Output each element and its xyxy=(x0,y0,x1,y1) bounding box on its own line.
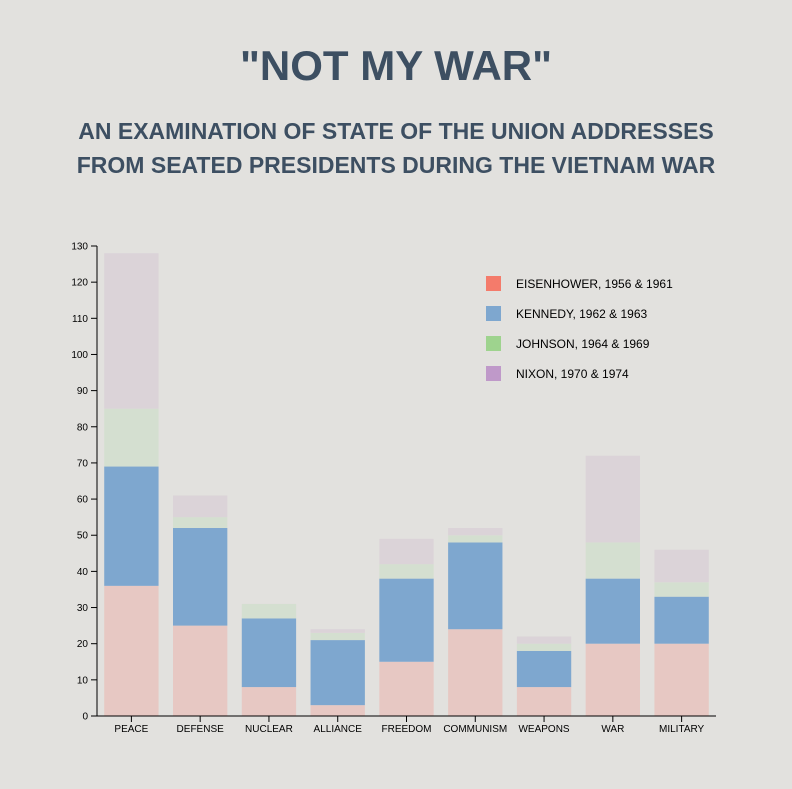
legend-swatch-0 xyxy=(486,276,501,291)
x-tick-label-communism: COMMUNISM xyxy=(443,724,507,735)
subtitle-line-1: AN EXAMINATION OF STATE OF THE UNION ADD… xyxy=(78,118,714,144)
bar-war-series-2 xyxy=(585,542,641,579)
bar-weapons-series-1 xyxy=(516,650,572,688)
bar-freedom-series-0 xyxy=(379,661,434,716)
bar-nuclear-series-0 xyxy=(241,687,297,716)
bar-defense-series-1 xyxy=(172,528,228,626)
y-tick-label: 0 xyxy=(82,712,88,723)
y-tick-label: 40 xyxy=(77,567,89,578)
bar-alliance-series-3 xyxy=(310,629,365,633)
y-tick-label: 20 xyxy=(77,639,89,650)
bar-communism-series-2 xyxy=(448,535,503,543)
bar-alliance-series-1 xyxy=(310,640,365,706)
bars-group xyxy=(104,253,709,716)
subtitle-line-2: FROM SEATED PRESIDENTS DURING THE VIETNA… xyxy=(76,152,716,178)
x-tick-label-alliance: ALLIANCE xyxy=(314,724,363,735)
x-tick-label-defense: DEFENSE xyxy=(177,724,225,735)
bar-freedom-series-1 xyxy=(379,578,434,662)
bar-weapons-series-3 xyxy=(516,636,572,644)
page-subtitle: AN EXAMINATION OF STATE OF THE UNION ADD… xyxy=(0,114,792,182)
bar-peace-series-3 xyxy=(104,253,159,409)
bar-nuclear-series-1 xyxy=(241,618,297,688)
bar-defense-series-0 xyxy=(172,625,228,716)
bar-war-series-1 xyxy=(585,578,641,644)
y-tick-label: 90 xyxy=(77,386,89,397)
bar-defense-series-2 xyxy=(172,517,228,528)
legend-label-2: JOHNSON, 1964 & 1969 xyxy=(516,337,650,351)
bar-weapons-series-2 xyxy=(516,643,572,651)
bar-communism-series-1 xyxy=(448,542,503,630)
bar-freedom-series-2 xyxy=(379,564,434,579)
bar-military-series-2 xyxy=(654,582,709,597)
bar-peace-series-0 xyxy=(104,585,159,716)
y-axis: 0 10 20 30 40 50 60 70 80 90 100 110 120 130 xyxy=(71,242,98,723)
legend-label-3: NIXON, 1970 & 1974 xyxy=(516,367,629,381)
legend-swatch-3 xyxy=(486,366,501,381)
legend: EISENHOWER, 1956 & 1961 KENNEDY, 1962 & 1… xyxy=(486,276,673,381)
bar-war-series-0 xyxy=(585,643,641,716)
bar-communism-series-0 xyxy=(448,629,503,716)
y-tick-label: 130 xyxy=(71,242,88,253)
legend-swatch-2 xyxy=(486,336,501,351)
x-tick-label-nuclear: NUCLEAR xyxy=(245,724,293,735)
bar-communism-series-3 xyxy=(448,528,503,536)
x-tick-label-war: WAR xyxy=(601,724,624,735)
bar-weapons-series-0 xyxy=(516,687,572,716)
bar-war-series-3 xyxy=(585,455,641,543)
bar-peace-series-1 xyxy=(104,466,159,586)
y-tick-label: 110 xyxy=(72,314,88,325)
y-tick-label: 10 xyxy=(77,675,89,686)
legend-swatch-1 xyxy=(486,306,501,321)
bar-defense-series-3 xyxy=(172,495,228,518)
y-tick-label: 120 xyxy=(71,278,88,289)
legend-label-1: KENNEDY, 1962 & 1963 xyxy=(516,307,648,321)
x-tick-label-weapons: WEAPONS xyxy=(518,724,569,735)
bar-nuclear-series-2 xyxy=(241,603,297,619)
bar-military-series-0 xyxy=(654,643,709,716)
y-tick-label: 100 xyxy=(71,350,88,361)
bar-military-series-1 xyxy=(654,596,709,644)
y-tick-label: 30 xyxy=(77,603,89,614)
bar-alliance-series-0 xyxy=(310,705,365,716)
page-title: "NOT MY WAR" xyxy=(239,42,553,89)
y-tick-label: 80 xyxy=(77,422,89,433)
y-tick-label: 60 xyxy=(77,495,89,506)
x-tick-label-military: MILITARY xyxy=(659,724,705,735)
x-tick-label-peace: PEACE xyxy=(114,724,148,735)
x-tick-label-freedom: FREEDOM xyxy=(382,724,432,735)
y-tick-label: 70 xyxy=(77,458,89,469)
y-tick-label: 50 xyxy=(77,531,89,542)
legend-label-0: EISENHOWER, 1956 & 1961 xyxy=(516,277,673,291)
bar-peace-series-2 xyxy=(104,408,159,467)
x-axis: PEACE DEFENSE NUCLEAR ALLIANCE FREEDOM COMMUN… xyxy=(97,715,716,735)
bar-freedom-series-3 xyxy=(379,538,434,565)
bar-military-series-3 xyxy=(654,549,709,583)
bar-alliance-series-2 xyxy=(310,632,365,641)
